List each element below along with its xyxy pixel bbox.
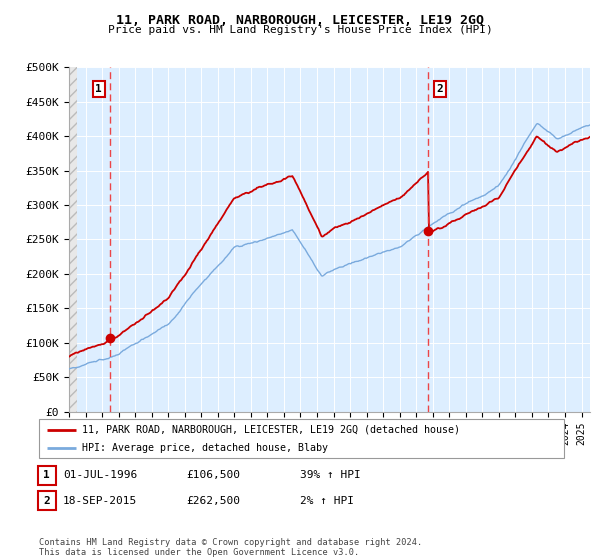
Text: HPI: Average price, detached house, Blaby: HPI: Average price, detached house, Blab… (82, 444, 328, 454)
Text: 1: 1 (95, 84, 102, 94)
Text: 11, PARK ROAD, NARBOROUGH, LEICESTER, LE19 2GQ: 11, PARK ROAD, NARBOROUGH, LEICESTER, LE… (116, 14, 484, 27)
Text: 01-JUL-1996: 01-JUL-1996 (63, 470, 137, 480)
Text: Contains HM Land Registry data © Crown copyright and database right 2024.
This d: Contains HM Land Registry data © Crown c… (39, 538, 422, 557)
Text: 2: 2 (43, 496, 50, 506)
Text: 1: 1 (43, 470, 50, 480)
Text: £262,500: £262,500 (186, 496, 240, 506)
Text: 2% ↑ HPI: 2% ↑ HPI (300, 496, 354, 506)
Text: 2: 2 (436, 84, 443, 94)
Text: 11, PARK ROAD, NARBOROUGH, LEICESTER, LE19 2GQ (detached house): 11, PARK ROAD, NARBOROUGH, LEICESTER, LE… (82, 424, 460, 435)
FancyBboxPatch shape (39, 419, 564, 458)
Text: £106,500: £106,500 (186, 470, 240, 480)
Text: Price paid vs. HM Land Registry's House Price Index (HPI): Price paid vs. HM Land Registry's House … (107, 25, 493, 35)
Text: 18-SEP-2015: 18-SEP-2015 (63, 496, 137, 506)
Text: 39% ↑ HPI: 39% ↑ HPI (300, 470, 361, 480)
